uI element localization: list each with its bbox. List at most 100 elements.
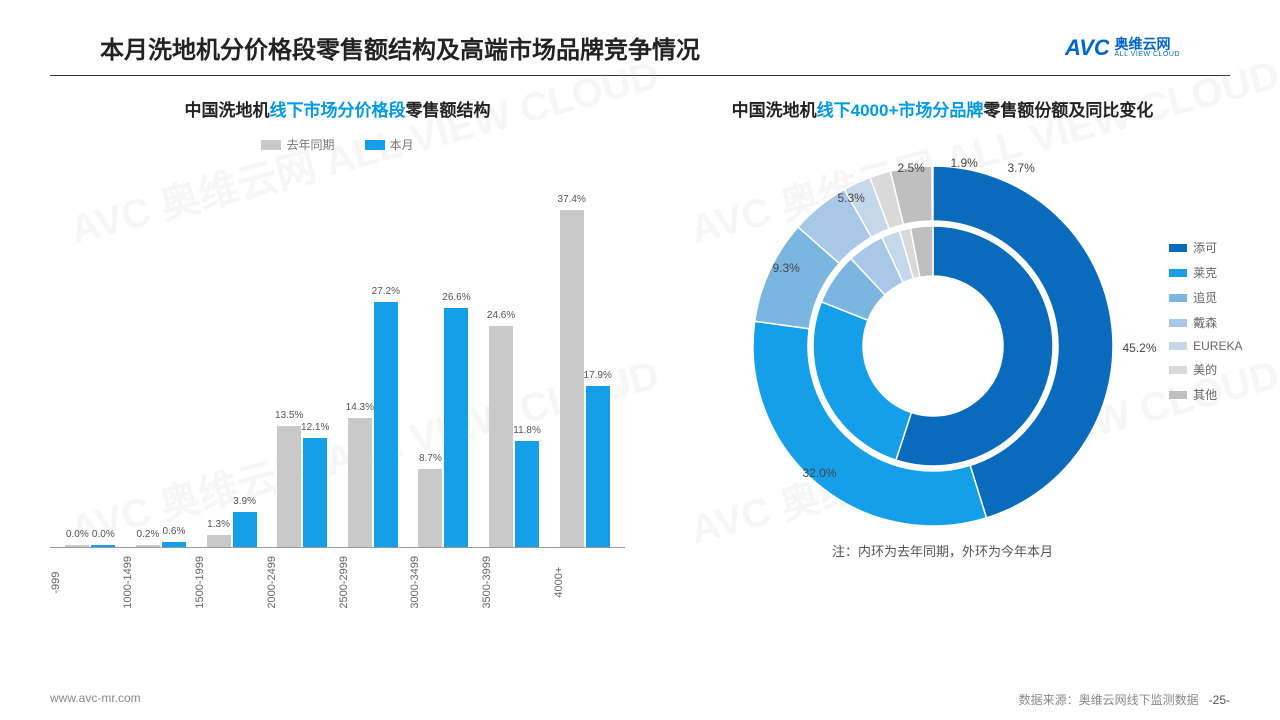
bar-value: 0.0% [66,529,89,540]
donut-note: 注：内环为去年同期，外环为今年本月 [655,541,1230,560]
legend-swatch [1169,294,1187,302]
bar-group: 0.0%0.0% [55,545,126,547]
bar-value: 37.4% [558,194,586,205]
bar-value: 0.2% [137,529,160,540]
pie-label: 32.0% [803,466,837,480]
bar-curr: 27.2% [374,302,398,547]
bar-value: 12.1% [301,422,329,433]
legend-swatch [1169,319,1187,327]
bar-group: 8.7%26.6% [408,308,479,547]
x-label: 1500-1999 [194,556,266,609]
x-label: -999 [50,556,122,609]
legend-label: EUREKA [1193,339,1242,353]
legend-label: 戴森 [1193,314,1217,331]
legend-item: 美的 [1169,361,1242,378]
legend-item: 莱克 [1169,264,1242,281]
legend-swatch-prev [261,140,281,150]
legend-swatch [1169,366,1187,374]
x-label: 2500-2999 [338,556,410,609]
bar-curr: 11.8% [515,441,539,547]
donut-title: 中国洗地机线下4000+市场分品牌零售额份额及同比变化 [655,96,1230,121]
bar-value: 3.9% [233,496,256,507]
donut-chart: 45.2%32.0%9.3%5.3%2.5%1.9%3.7% 添可莱克追觅戴森E… [723,131,1163,531]
bar-group: 1.3%3.9% [196,512,267,547]
legend-label: 其他 [1193,386,1217,403]
legend-curr: 本月 [365,136,414,153]
title-part: 零售额份额及同比变化 [983,101,1153,120]
legend-item: 戴森 [1169,314,1242,331]
legend-prev: 去年同期 [261,136,334,153]
bar-group: 37.4%17.9% [549,210,620,547]
legend-item: 其他 [1169,386,1242,403]
bar-prev: 13.5% [277,426,301,548]
legend-item: EUREKA [1169,339,1242,353]
title-part-blue: 线下4000+市场分品牌 [817,101,984,120]
bar-value: 11.8% [513,425,541,436]
legend-label: 本月 [390,136,414,153]
bar-chart-panel: 中国洗地机线下市场分价格段零售额结构 去年同期 本月 0.0%0.0%0.2%0… [50,96,625,609]
bar-value: 27.2% [372,286,400,297]
title-part: 零售额结构 [406,101,491,120]
page-title: 本月洗地机分价格段零售额结构及高端市场品牌竞争情况 [100,30,700,65]
bar-value: 14.3% [346,402,374,413]
bar-curr: 0.0% [91,545,115,547]
pie-label: 1.9% [951,156,978,170]
bar-value: 0.0% [92,529,115,540]
legend-label: 添可 [1193,239,1217,256]
bar-curr: 0.6% [162,542,186,547]
logo-cn: 奥维云网 [1115,37,1180,51]
bar-prev: 1.3% [207,535,231,547]
bar-group: 24.6%11.8% [479,326,550,547]
bar-value: 17.9% [584,370,612,381]
legend-label: 追觅 [1193,289,1217,306]
legend-swatch [1169,391,1187,399]
page-number: -25- [1209,693,1230,707]
bar-curr: 3.9% [233,512,257,547]
pie-label: 2.5% [898,161,925,175]
bar-prev: 14.3% [348,418,372,547]
legend-label: 美的 [1193,361,1217,378]
pie-label: 5.3% [838,191,865,205]
title-part-blue: 线下市场分价格段 [270,101,406,120]
donut-panel: 中国洗地机线下4000+市场分品牌零售额份额及同比变化 45.2%32.0%9.… [655,96,1230,609]
x-label: 3500-3999 [481,556,553,609]
logo: AVC 奥维云网 ALL VIEW CLOUD [1065,33,1180,63]
x-label: 3000-3499 [409,556,481,609]
bar-prev: 0.0% [65,545,89,547]
x-label: 2000-2499 [266,556,338,609]
logo-en: ALL VIEW CLOUD [1115,51,1180,58]
bar-value: 0.6% [163,526,186,537]
svg-text:AVC: AVC [1065,35,1109,60]
legend-swatch [1169,342,1187,350]
x-label: 4000+ [553,556,625,609]
bar-group: 13.5%12.1% [267,426,338,548]
bar-prev: 37.4% [560,210,584,547]
x-label: 1000-1499 [122,556,194,609]
legend-swatch [1169,244,1187,252]
legend-item: 添可 [1169,239,1242,256]
bar-curr: 12.1% [303,438,327,547]
bar-value: 26.6% [442,292,470,303]
footer-source: 数据来源：奥维云网线下监测数据 -25- [1019,691,1230,708]
bar-curr: 17.9% [586,386,610,547]
bar-chart-title: 中国洗地机线下市场分价格段零售额结构 [50,96,625,121]
donut-legend: 添可莱克追觅戴森 EUREKA 美的其他 [1169,231,1242,411]
header: 本月洗地机分价格段零售额结构及高端市场品牌竞争情况 AVC 奥维云网 ALL V… [50,0,1230,76]
bar-x-axis: -9991000-14991500-19992000-24992500-2999… [50,556,625,609]
bar-value: 8.7% [419,453,442,464]
bar-group: 14.3%27.2% [338,302,409,547]
legend-swatch [1169,269,1187,277]
bar-prev: 8.7% [418,469,442,547]
legend-label: 莱克 [1193,264,1217,281]
bar-value: 24.6% [487,310,515,321]
bar-curr: 26.6% [444,308,468,547]
legend-swatch-curr [365,140,385,150]
pie-label: 9.3% [773,261,800,275]
bar-prev: 0.2% [136,545,160,547]
pie-label: 3.7% [1008,161,1035,175]
bar-legend: 去年同期 本月 [50,136,625,153]
legend-label: 去年同期 [286,136,334,153]
footer-url: www.avc-mr.com [50,691,141,708]
footer: www.avc-mr.com 数据来源：奥维云网线下监测数据 -25- [50,691,1230,708]
title-part: 中国洗地机 [185,101,270,120]
